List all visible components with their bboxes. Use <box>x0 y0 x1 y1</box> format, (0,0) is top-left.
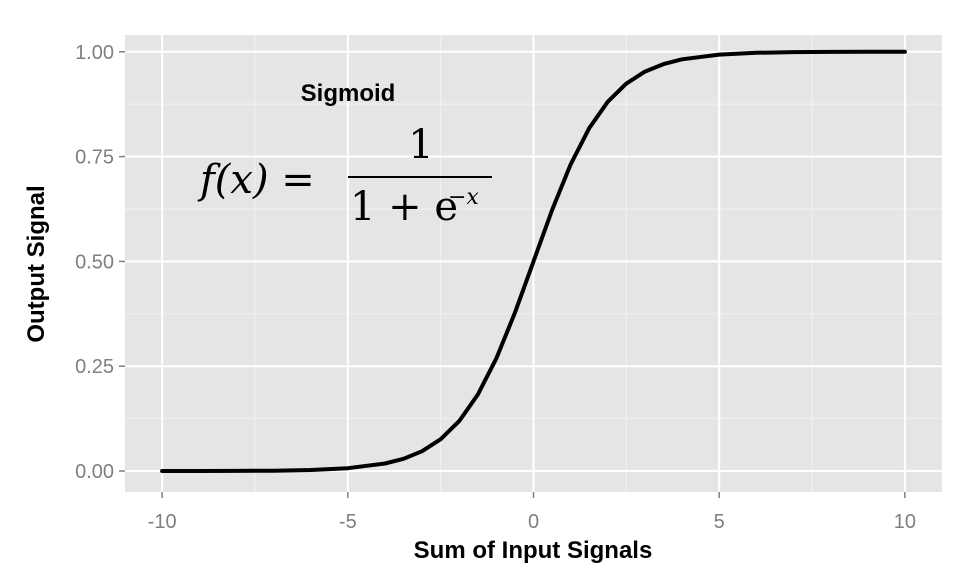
y-tick-label: 0.25 <box>75 356 114 378</box>
formula-numerator: 1 <box>408 122 433 168</box>
x-tick-label: 5 <box>714 511 725 533</box>
sigmoid-formula: f(x) = 1 1 + e −x <box>197 122 492 230</box>
formula-lhs: f(x) = <box>197 157 315 203</box>
x-tick-label: 10 <box>894 511 916 533</box>
x-tick-label: 0 <box>528 511 539 533</box>
x-tick-label: -10 <box>148 511 177 533</box>
annotation-title: Sigmoid <box>301 80 396 107</box>
y-tick-label: 1.00 <box>75 42 114 64</box>
axis-ticks <box>119 51 906 498</box>
formula-denominator: 1 + e <box>350 184 458 230</box>
x-axis-title: Sum of Input Signals <box>414 537 653 564</box>
formula-exponent: −x <box>448 185 479 210</box>
tick-labels: -10 -5 0 5 10 0.00 0.25 0.50 0.75 1.00 <box>75 42 916 533</box>
x-tick-label: -5 <box>339 511 357 533</box>
y-tick-label: 0.50 <box>75 251 114 273</box>
y-tick-label: 0.00 <box>75 461 114 483</box>
y-tick-label: 0.75 <box>75 147 114 169</box>
sigmoid-curve <box>160 49 907 473</box>
y-axis-title: Output Signal <box>23 185 50 342</box>
